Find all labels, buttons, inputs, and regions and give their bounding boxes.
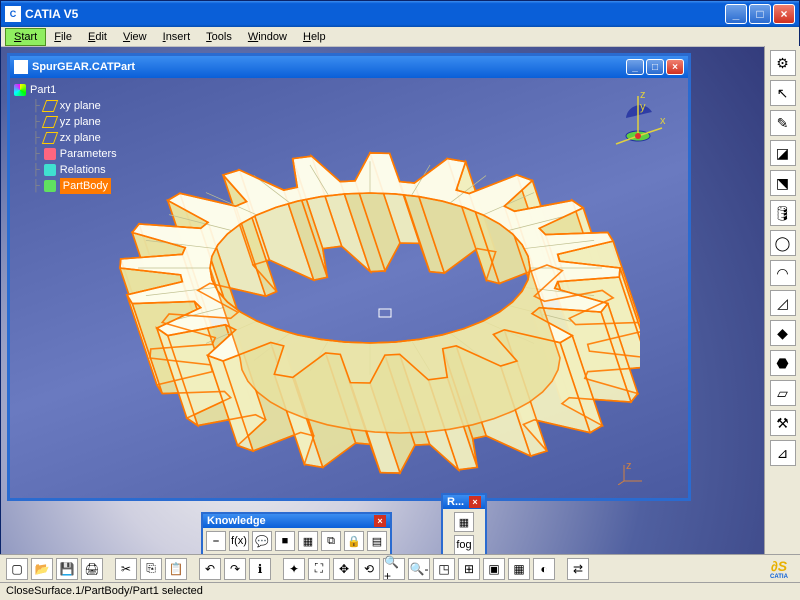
svg-text:y: y: [640, 101, 646, 113]
knowledge-toolbar[interactable]: Knowledge × ⎯f(x)💬■▦⧉🔒▤: [201, 512, 392, 556]
rotate-icon[interactable]: ⟲: [358, 558, 380, 580]
knowledge-title: Knowledge: [207, 515, 266, 527]
child-close-button[interactable]: ×: [666, 59, 684, 75]
shaft-icon[interactable]: ⬔: [770, 170, 796, 196]
titlebar[interactable]: C CATIA V5 _ □ ×: [1, 1, 799, 27]
maximize-button[interactable]: □: [749, 4, 771, 24]
paste-icon[interactable]: 📋: [165, 558, 187, 580]
child-window: SpurGEAR.CATPart _ □ × Part1├xy plane├yz…: [7, 53, 691, 501]
knowledge-btn-4[interactable]: ▦: [298, 531, 318, 551]
menu-insert[interactable]: Insert: [155, 29, 199, 45]
cursor-icon[interactable]: ↖: [770, 80, 796, 106]
r-toolbar[interactable]: R... × ▦ fog: [441, 493, 487, 560]
multi-icon[interactable]: ⊞: [458, 558, 480, 580]
rib-icon[interactable]: ⊿: [770, 440, 796, 466]
menubar: StartFileEditViewInsertToolsWindowHelp: [1, 27, 799, 47]
menu-window[interactable]: Window: [240, 29, 295, 45]
r-btn-1[interactable]: fog: [454, 535, 474, 555]
tree-item-xy-plane[interactable]: ├xy plane: [32, 98, 117, 114]
block-icon[interactable]: ⬣: [770, 350, 796, 376]
hole-icon[interactable]: ◯: [770, 230, 796, 256]
save-icon[interactable]: 💾: [56, 558, 78, 580]
sketch-icon[interactable]: ✎: [770, 110, 796, 136]
knowledge-btn-3[interactable]: ■: [275, 531, 295, 551]
zoomin-icon[interactable]: 🔍+: [383, 558, 405, 580]
child-titlebar[interactable]: SpurGEAR.CATPart _ □ ×: [10, 56, 688, 78]
gear-model[interactable]: [100, 118, 640, 498]
child-title: SpurGEAR.CATPart: [32, 61, 626, 73]
menu-help[interactable]: Help: [295, 29, 334, 45]
r-btn-0[interactable]: ▦: [454, 512, 474, 532]
wire-icon[interactable]: ▦: [508, 558, 530, 580]
zoomout-icon[interactable]: 🔍-: [408, 558, 430, 580]
cut-icon[interactable]: ✂: [115, 558, 137, 580]
knowledge-btn-0[interactable]: ⎯: [206, 531, 226, 551]
menu-tools[interactable]: Tools: [198, 29, 240, 45]
viewport-3d[interactable]: Part1├xy plane├yz plane├zx plane├Paramet…: [10, 78, 688, 498]
close-button[interactable]: ×: [773, 4, 795, 24]
settings-icon[interactable]: ⚙: [770, 50, 796, 76]
app-window: C CATIA V5 _ □ × StartFileEditViewInsert…: [0, 0, 800, 600]
fit-icon[interactable]: ⛶: [308, 558, 330, 580]
menu-edit[interactable]: Edit: [80, 29, 115, 45]
pan-icon[interactable]: ✥: [333, 558, 355, 580]
menu-start[interactable]: Start: [5, 28, 46, 46]
knowledge-btn-7[interactable]: ▤: [367, 531, 387, 551]
knowledge-btn-5[interactable]: ⧉: [321, 531, 341, 551]
print-icon[interactable]: 🖨: [81, 558, 103, 580]
r-title: R...: [447, 496, 464, 508]
knowledge-btn-6[interactable]: 🔒: [344, 531, 364, 551]
surface-icon[interactable]: ◆: [770, 320, 796, 346]
child-maximize-button[interactable]: □: [646, 59, 664, 75]
new-icon[interactable]: ▢: [6, 558, 28, 580]
menu-view[interactable]: View: [115, 29, 155, 45]
app-title: CATIA V5: [25, 7, 725, 21]
open-icon[interactable]: 📂: [31, 558, 53, 580]
fillet-icon[interactable]: ◠: [770, 260, 796, 286]
shade-icon[interactable]: ▣: [483, 558, 505, 580]
knowledge-btn-2[interactable]: 💬: [252, 531, 272, 551]
knowledge-close-icon[interactable]: ×: [374, 515, 386, 527]
swap-icon[interactable]: ⇄: [567, 558, 589, 580]
doc-icon: [14, 60, 28, 74]
r-close-icon[interactable]: ×: [469, 496, 481, 508]
svg-text:z: z: [640, 89, 646, 101]
workspace: SpurGEAR.CATPart _ □ × Part1├xy plane├yz…: [1, 47, 799, 599]
right-toolbar: ⚙ ↖ ✎ ◪ ⬔ 🛢 ◯ ◠ ◿ ◆ ⬣ ▱ ⚒ ⊿: [764, 46, 800, 558]
tool-icon[interactable]: ⚒: [770, 410, 796, 436]
knowledge-btn-1[interactable]: f(x): [229, 531, 249, 551]
bottom-toolbar: ▢📂💾🖨 ✂⎘📋 ↶↷ℹ ✦⛶✥⟲🔍+🔍-◳⊞▣▦◐ ⇄ ∂SCATIA: [0, 554, 800, 582]
compass-icon[interactable]: ✦: [283, 558, 305, 580]
minimize-button[interactable]: _: [725, 4, 747, 24]
plane-icon[interactable]: ▱: [770, 380, 796, 406]
normal-icon[interactable]: ◳: [433, 558, 455, 580]
hide-icon[interactable]: ◐: [533, 558, 555, 580]
svg-text:x: x: [660, 115, 666, 127]
catia-logo: ∂SCATIA: [764, 557, 794, 581]
help-icon[interactable]: ℹ: [249, 558, 271, 580]
redo-icon[interactable]: ↷: [224, 558, 246, 580]
menu-file[interactable]: File: [46, 29, 80, 45]
svg-text:z: z: [626, 461, 632, 472]
app-icon: C: [5, 6, 21, 22]
axis-mini: z: [618, 461, 648, 488]
undo-icon[interactable]: ↶: [199, 558, 221, 580]
child-minimize-button[interactable]: _: [626, 59, 644, 75]
tree-root[interactable]: Part1: [14, 82, 117, 98]
drum-icon[interactable]: 🛢: [770, 200, 796, 226]
chamfer-icon[interactable]: ◿: [770, 290, 796, 316]
copy-icon[interactable]: ⎘: [140, 558, 162, 580]
pad-icon[interactable]: ◪: [770, 140, 796, 166]
status-bar: CloseSurface.1/PartBody/Part1 selected: [0, 582, 800, 600]
status-text: CloseSurface.1/PartBody/Part1 selected: [6, 585, 203, 597]
